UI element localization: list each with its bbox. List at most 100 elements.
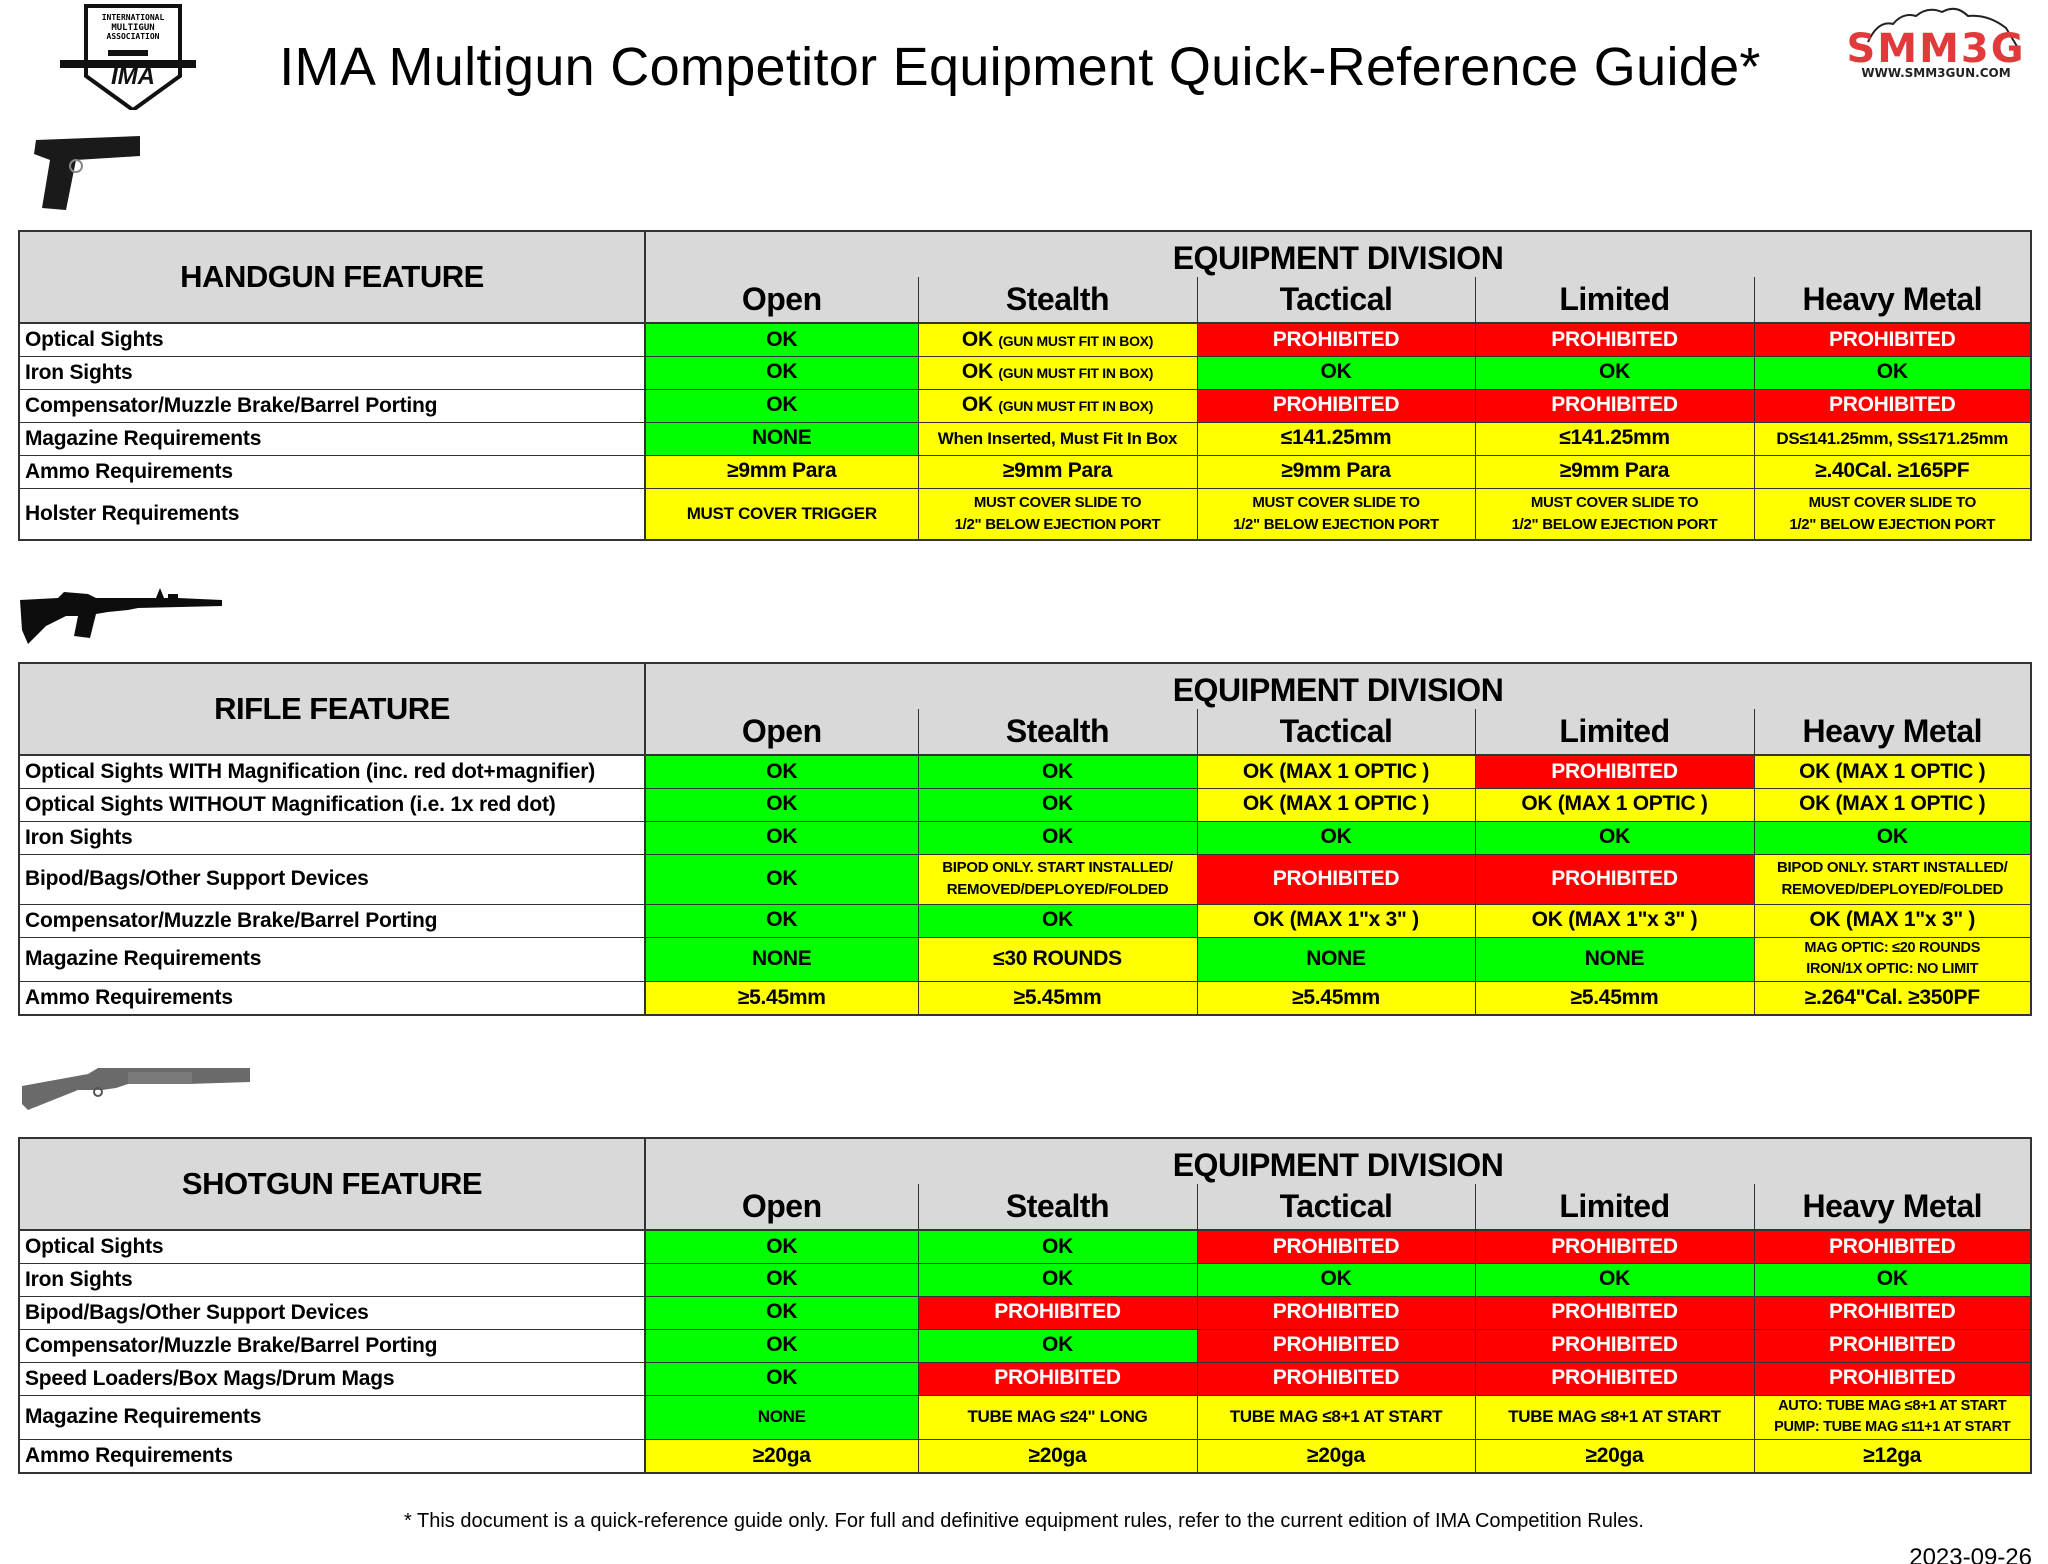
- ima-shield-logo-icon: INTERNATIONAL MULTIGUN ASSOCIATION IMA: [60, 4, 196, 110]
- division-open: Open: [645, 277, 918, 324]
- division-heavy-metal: Heavy Metal: [1753, 277, 2032, 324]
- cell-status: PROHIBITED: [1753, 323, 2032, 357]
- cell-status: OK: [644, 1296, 918, 1330]
- cell-status: PROHIBITED: [917, 1296, 1197, 1330]
- division-heavy-metal: Heavy Metal: [1753, 1184, 2032, 1231]
- cell-status: OK (MAX 1 OPTIC ): [1753, 755, 2032, 789]
- cell-line: MUST COVER SLIDE TO: [1808, 494, 1977, 511]
- cell-status: PROHIBITED: [1474, 389, 1754, 423]
- cell-line: BIPOD ONLY. START INSTALLED/: [1777, 859, 2008, 877]
- cell-line: REMOVED/DEPLOYED/FOLDED: [1781, 881, 2004, 898]
- feature-label: Compensator/Muzzle Brake/Barrel Porting: [19, 1329, 646, 1363]
- feature-label: Ammo Requirements: [19, 455, 646, 489]
- cell-status: ≥5.45mm: [644, 981, 918, 1015]
- disclaimer-footnote: * This document is a quick-reference gui…: [404, 1510, 1644, 1532]
- cell-status: ≥5.45mm: [1196, 981, 1475, 1015]
- cell-status: OK (GUN MUST FIT IN BOX): [917, 356, 1197, 390]
- cell-status: ≤30 ROUNDS: [917, 937, 1197, 982]
- cell-line: BIPOD ONLY. START INSTALLED/: [942, 859, 1173, 877]
- division-open: Open: [645, 1184, 918, 1231]
- cell-status: PROHIBITED: [1474, 1329, 1754, 1363]
- division-stealth: Stealth: [917, 1184, 1197, 1231]
- cell-status: OK: [644, 1362, 918, 1396]
- cell-line: 1/2" BELOW EJECTION PORT: [1233, 515, 1439, 533]
- cell-status: AUTO: TUBE MAG ≤8+1 AT START PUMP: TUBE M…: [1753, 1395, 2032, 1440]
- table-row: Optical Sights WITHOUT Magnification (i.…: [19, 788, 2032, 822]
- handgun-table: HANDGUN FEATURE EQUIPMENT DIVISION Open …: [18, 230, 2033, 541]
- cell-status: OK: [1196, 821, 1475, 855]
- feature-label: Iron Sights: [19, 821, 646, 855]
- shotgun-icon: [22, 1068, 250, 1110]
- cell-status: OK: [644, 323, 918, 357]
- table-row: Iron Sights OK OK OK OK OK: [19, 1263, 2032, 1297]
- cell-status: ≥.40Cal. ≥165PF: [1753, 455, 2032, 489]
- table-row: Speed Loaders/Box Mags/Drum Mags OK PROH…: [19, 1362, 2032, 1396]
- division-stealth: Stealth: [917, 709, 1197, 756]
- cell-status: PROHIBITED: [1196, 854, 1475, 905]
- cell-status: OK: [917, 821, 1197, 855]
- cell-line: 1/2" BELOW EJECTION PORT: [1789, 515, 1996, 533]
- cell-status: ≥9mm Para: [1196, 455, 1475, 489]
- cell-status: OK: [644, 788, 918, 822]
- cell-status: PROHIBITED: [1753, 1362, 2032, 1396]
- feature-label: Optical Sights WITH Magnification (inc. …: [19, 755, 646, 789]
- cell-status: PROHIBITED: [1196, 1362, 1475, 1396]
- cell-line: 1/2" BELOW EJECTION PORT: [954, 515, 1161, 533]
- cell-status: PROHIBITED: [1196, 323, 1475, 357]
- cell-status: ≥12ga: [1753, 1439, 2032, 1473]
- cell-line: AUTO: TUBE MAG ≤8+1 AT START: [1778, 1397, 2007, 1414]
- shotgun-table: SHOTGUN FEATURE EQUIPMENT DIVISION Open …: [18, 1137, 2033, 1474]
- cell-status: BIPOD ONLY. START INSTALLED/REMOVED/DEPL…: [917, 854, 1197, 905]
- cell-status: PROHIBITED: [1474, 1230, 1754, 1264]
- table-row: Ammo Requirements ≥5.45mm ≥5.45mm ≥5.45m…: [19, 981, 2032, 1015]
- cell-status: MUST COVER SLIDE TO 1/2" BELOW EJECTION P…: [1196, 488, 1475, 541]
- cell-status: ≥5.45mm: [1474, 981, 1754, 1015]
- cell-status: MUST COVER SLIDE TO 1/2" BELOW EJECTION P…: [917, 488, 1197, 541]
- cell-status: OK: [644, 1263, 918, 1297]
- cell-status: PROHIBITED: [1753, 1329, 2032, 1363]
- cell-line: IRON/1X OPTIC: NO LIMIT: [1806, 961, 1979, 978]
- feature-label: Optical Sights WITHOUT Magnification (i.…: [19, 788, 646, 822]
- cell-status: OK: [644, 389, 918, 423]
- division-limited: Limited: [1474, 1184, 1754, 1231]
- division-tactical: Tactical: [1196, 1184, 1475, 1231]
- table-row: Ammo Requirements ≥20ga ≥20ga ≥20ga ≥20g…: [19, 1439, 2032, 1473]
- cell-status: OK (MAX 1 OPTIC ): [1196, 788, 1475, 822]
- division-open: Open: [645, 709, 918, 756]
- cell-status: OK: [644, 1329, 918, 1363]
- cell-status: OK: [644, 1230, 918, 1264]
- cell-status: BIPOD ONLY. START INSTALLED/REMOVED/DEPL…: [1753, 854, 2032, 905]
- cell-status: MUST COVER SLIDE TO 1/2" BELOW EJECTION P…: [1474, 488, 1754, 541]
- cell-status: NONE: [644, 422, 918, 456]
- cell-status: OK (GUN MUST FIT IN BOX): [917, 389, 1197, 423]
- table-row: Holster Requirements MUST COVER TRIGGER …: [19, 488, 2032, 541]
- feature-label: Compensator/Muzzle Brake/Barrel Porting: [19, 389, 646, 423]
- cell-line: REMOVED/DEPLOYED/FOLDED: [946, 881, 1169, 898]
- feature-label: Iron Sights: [19, 356, 646, 390]
- cell-status: OK: [917, 788, 1197, 822]
- shotgun-feature-header: SHOTGUN FEATURE: [19, 1138, 646, 1231]
- cell-status: ≥20ga: [917, 1439, 1197, 1473]
- cell-note: (GUN MUST FIT IN BOX): [998, 365, 1154, 382]
- cell-status: NONE: [644, 937, 918, 982]
- cell-status: PROHIBITED: [1753, 389, 2032, 423]
- rifle-icon: [20, 588, 222, 644]
- cell-status: NONE: [1196, 937, 1475, 982]
- ima-logo-text-3: ASSOCIATION: [107, 32, 160, 41]
- cell-status: ≥.264"Cal. ≥350PF: [1753, 981, 2032, 1015]
- cell-status: MAG OPTIC: ≤20 ROUNDS IRON/1X OPTIC: NO L…: [1753, 937, 2032, 982]
- feature-label: Bipod/Bags/Other Support Devices: [19, 1296, 646, 1330]
- cell-status: ≥5.45mm: [917, 981, 1197, 1015]
- cell-status: OK: [1753, 356, 2032, 390]
- cell-status: PROHIBITED: [1474, 854, 1754, 905]
- page-title: IMA Multigun Competitor Equipment Quick-…: [279, 37, 1761, 97]
- cell-status: OK: [1753, 1263, 2032, 1297]
- cell-status: ≥9mm Para: [1474, 455, 1754, 489]
- table-row: Iron Sights OK OK OK OK OK: [19, 821, 2032, 855]
- ima-logo-mark: IMA: [111, 63, 155, 90]
- cell-status: OK: [1753, 821, 2032, 855]
- cell-status: PROHIBITED: [1196, 1329, 1475, 1363]
- table-row: Magazine Requirements NONE When Inserted…: [19, 422, 2032, 456]
- cell-status: ≤141.25mm: [1474, 422, 1754, 456]
- feature-label: Compensator/Muzzle Brake/Barrel Porting: [19, 904, 646, 938]
